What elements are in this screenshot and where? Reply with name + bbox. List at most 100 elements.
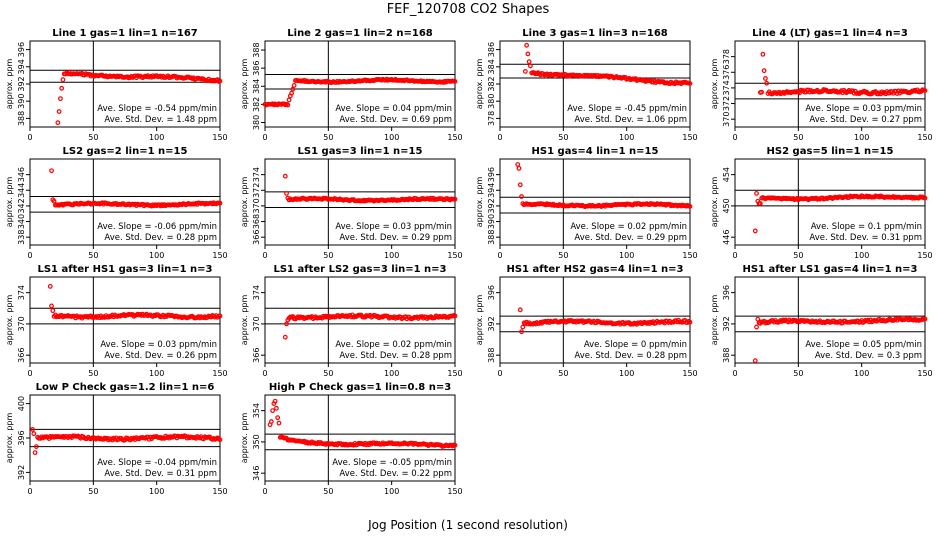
data-point	[752, 358, 758, 364]
panel-2: Line 2 gas=1 lin=2 n=168 0 50 100 150 380 382 3…	[240, 28, 463, 142]
y-tick-label: 382	[487, 76, 496, 91]
x-tick-label: 150	[447, 133, 462, 142]
panel-14: High P Check gas=1 lin=0.8 n=3 0 50 100 150 3…	[240, 382, 463, 496]
data-point	[276, 420, 282, 426]
slope-annotation: Ave. Slope = 0.03 ppm/min	[335, 222, 452, 232]
data-point	[289, 90, 295, 96]
std-dev-annotation: Ave. Std. Dev. = 1.48 ppm	[104, 115, 217, 125]
data-point	[49, 303, 54, 309]
panel-title: LS2 gas=2 lin=1 n=15	[63, 146, 188, 157]
data-point	[757, 201, 763, 206]
x-tick-label: 50	[88, 251, 98, 260]
x-tick-label: 150	[682, 251, 697, 260]
std-dev-annotation: Ave. Std. Dev. = 0.28 ppm	[104, 233, 217, 243]
data-point	[525, 51, 531, 57]
x-tick-label: 50	[323, 251, 333, 260]
x-tick-label: 100	[149, 369, 164, 378]
slope-annotation: Ave. Slope = -0.45 ppm/min	[567, 104, 687, 114]
x-tick-label: 0	[27, 251, 32, 260]
data-point	[282, 173, 288, 179]
panel-4: Line 4 (LT) gas=1 lin=4 n=30 50 100 1503703…	[710, 28, 933, 142]
y-tick-label: 392	[487, 316, 496, 331]
data-point	[49, 168, 54, 174]
panel-title: LS1 after HS1 gas=3 lin=1 n=3	[37, 264, 212, 275]
plot-frame	[264, 276, 456, 364]
panel-title: HS1 after HS2 gas=4 lin=1 n=3	[506, 264, 683, 275]
data-point	[60, 77, 66, 83]
y-tick-label: 454	[722, 167, 731, 182]
data-point	[687, 81, 693, 87]
y-axis-label: approx. ppm	[475, 177, 484, 228]
panel-title: LS1 after LS2 gas=3 lin=1 n=3	[273, 264, 446, 275]
data-point	[516, 165, 522, 171]
data-point	[50, 308, 56, 314]
y-tick-label: 392	[487, 198, 496, 213]
data-point	[452, 78, 458, 84]
y-tick-label: 370	[252, 316, 261, 331]
panel-title: HS1 after LS1 gas=4 lin=1 n=3	[742, 264, 917, 275]
y-tick-label: 388	[487, 230, 496, 245]
data-point	[284, 190, 289, 196]
y-tick-label: 378	[487, 111, 496, 126]
x-tick-label: 150	[917, 369, 932, 378]
x-tick-label: 50	[793, 133, 803, 142]
y-tick-label: 366	[252, 348, 261, 363]
panel-5: LS2 gas=2 lin=1 n=150 50 100 15033834034234…	[5, 146, 228, 260]
data-point	[759, 89, 764, 95]
panel-10: LS1 after LS2 gas=3 lin=1 n=3 0 50 100 150 36…	[240, 264, 463, 378]
y-tick-label: 388	[252, 42, 261, 57]
y-tick-label: 368	[252, 214, 261, 229]
panel-title: Line 1 gas=1 lin=1 n=167	[52, 28, 198, 39]
x-tick-label: 150	[212, 369, 227, 378]
x-tick-label: 50	[323, 487, 333, 496]
y-tick-label: 394	[17, 59, 26, 74]
data-point	[274, 405, 279, 411]
y-axis-label: approx. ppm	[475, 295, 484, 346]
x-tick-label: 50	[793, 251, 803, 260]
data-point	[687, 319, 693, 325]
data-point	[33, 444, 39, 450]
data-point	[291, 83, 297, 88]
std-dev-annotation: Ave. Std. Dev. = 0.3 ppm	[815, 351, 922, 361]
panel-title: Low P Check gas=1.2 lin=1 n=6	[36, 382, 215, 393]
data-point	[284, 321, 289, 327]
data-point	[922, 316, 928, 322]
data-point	[217, 78, 223, 84]
data-point	[752, 228, 758, 234]
panel-13: Low P Check gas=1.2 lin=1 n=6 0 50 100 150 39…	[5, 382, 228, 496]
x-tick-label: 50	[558, 251, 568, 260]
y-tick-label: 372	[722, 96, 731, 111]
std-dev-annotation: Ave. Std. Dev. = 0.29 ppm	[574, 233, 687, 243]
y-tick-label: 338	[17, 230, 26, 245]
y-tick-label: 390	[487, 214, 496, 229]
panel-8: HS2 gas=5 lin=1 n=15 0 50 100 150 446 450 454ap…	[710, 146, 933, 260]
y-tick-label: 344	[17, 183, 26, 198]
data-point	[764, 80, 770, 86]
y-tick-label: 392	[722, 316, 731, 331]
y-tick-label: 386	[252, 61, 261, 76]
data-point	[272, 398, 278, 404]
x-tick-label: 100	[619, 251, 634, 260]
data-point	[452, 313, 458, 319]
data-point	[452, 196, 458, 202]
x-tick-label: 100	[384, 251, 399, 260]
std-dev-annotation: Ave. Std. Dev. = 0.31 ppm	[104, 469, 217, 479]
panel-title: HS1 gas=4 lin=1 n=15	[532, 146, 659, 157]
plot-frame	[264, 40, 456, 128]
x-tick-label: 0	[27, 487, 32, 496]
x-tick-label: 150	[212, 133, 227, 142]
slope-annotation: Ave. Slope = -0.54 ppm/min	[97, 104, 217, 114]
page-title: FEF_120708 CO2 Shapes	[386, 2, 550, 17]
std-dev-annotation: Ave. Std. Dev. = 0.28 ppm	[339, 351, 452, 361]
x-tick-label: 0	[27, 133, 32, 142]
y-tick-label: 354	[252, 403, 261, 418]
x-tick-label: 100	[149, 487, 164, 496]
x-tick-label: 0	[497, 251, 502, 260]
x-tick-label: 100	[619, 133, 634, 142]
data-point	[217, 313, 223, 319]
y-axis-label: approx. ppm	[710, 295, 719, 346]
x-tick-label: 0	[732, 251, 737, 260]
y-tick-label: 396	[487, 167, 496, 182]
slope-annotation: Ave. Slope = 0.03 ppm/min	[805, 104, 922, 114]
